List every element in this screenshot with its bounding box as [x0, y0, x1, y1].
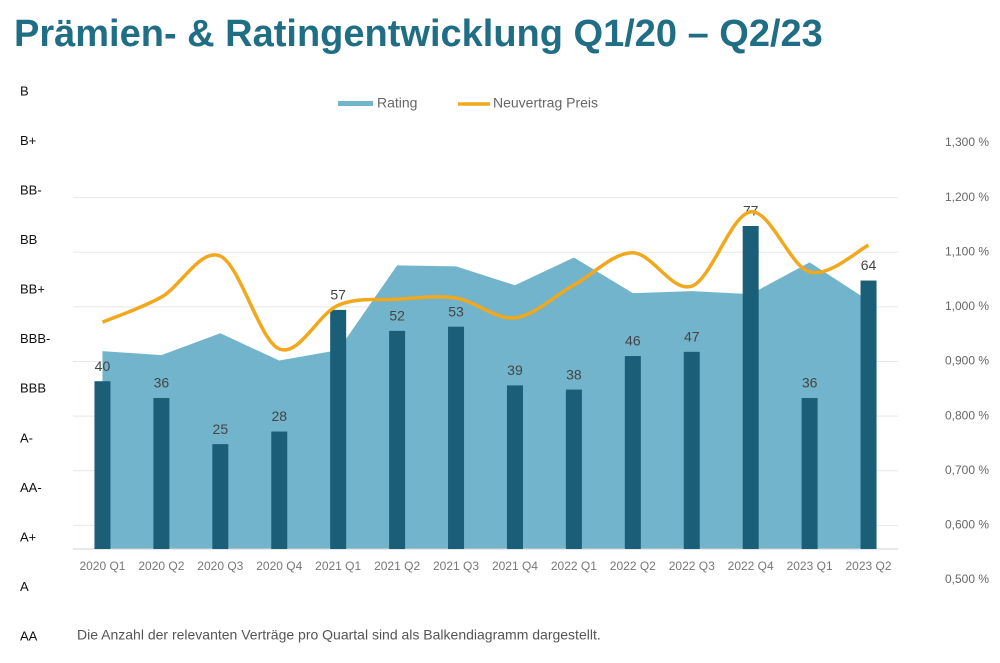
legend-label: Neuvertrag Preis [493, 95, 598, 111]
y-tick-label: AA- [20, 480, 42, 495]
x-tick-label: 2022 Q4 [728, 559, 774, 573]
y2-tick-label: 0,500 % [945, 572, 989, 586]
y2-tick-label: 0,800 % [945, 408, 989, 422]
y-tick-label: BB+ [20, 282, 45, 297]
data-label: 36 [154, 375, 170, 391]
x-tick-label: 2021 Q4 [492, 559, 538, 573]
data-label: 57 [330, 287, 346, 303]
x-tick-label: 2021 Q1 [315, 559, 361, 573]
bar [506, 385, 523, 549]
legend-label: Rating [377, 95, 417, 111]
bar [565, 389, 582, 549]
data-label: 40 [95, 358, 111, 374]
y2-tick-label: 1,100 % [945, 244, 989, 258]
y-tick-label: BBB- [20, 331, 50, 346]
x-tick-label: 2022 Q1 [551, 559, 597, 573]
y2-tick-label: 1,200 % [945, 190, 989, 204]
y2-tick-label: 0,900 % [945, 354, 989, 368]
bar [801, 397, 818, 549]
x-tick-label: 2020 Q2 [138, 559, 184, 573]
y2-tick-label: 0,700 % [945, 463, 989, 477]
bar [94, 381, 111, 549]
data-label: 28 [271, 408, 287, 424]
bar [330, 309, 347, 549]
x-tick-label: 2022 Q2 [610, 559, 656, 573]
bar [624, 356, 641, 549]
data-label: 53 [448, 303, 464, 319]
rating-area [102, 257, 869, 549]
y-tick-label: B [20, 83, 29, 98]
x-tick-label: 2022 Q3 [669, 559, 715, 573]
data-label: 52 [389, 308, 405, 324]
data-label: 47 [684, 329, 700, 345]
y-tick-label: BB [20, 232, 37, 247]
bar [742, 226, 759, 549]
y2-tick-label: 1,300 % [945, 135, 989, 149]
data-label: 64 [861, 257, 877, 273]
x-tick-label: 2023 Q1 [787, 559, 833, 573]
bar [860, 280, 877, 549]
bar [683, 351, 700, 549]
y-tick-label: BB- [20, 183, 42, 198]
chart-title: Prämien- & Ratingentwicklung Q1/20 – Q2/… [14, 13, 823, 55]
x-tick-label: 2021 Q2 [374, 559, 420, 573]
y-tick-label: B+ [20, 133, 36, 148]
y2-tick-label: 1,000 % [945, 299, 989, 313]
y-tick-label: AA [20, 628, 38, 643]
x-tick-label: 2020 Q4 [256, 559, 302, 573]
y-tick-label: A [20, 579, 29, 594]
bar [389, 330, 406, 549]
bar [153, 397, 170, 549]
x-tick-label: 2021 Q3 [433, 559, 479, 573]
data-label: 46 [625, 333, 641, 349]
bar [212, 444, 229, 549]
x-tick-label: 2020 Q1 [79, 559, 125, 573]
bar [271, 431, 288, 549]
x-tick-label: 2020 Q3 [197, 559, 243, 573]
data-label: 25 [213, 421, 229, 437]
x-tick-label: 2023 Q2 [846, 559, 892, 573]
y-tick-label: BBB [20, 381, 46, 396]
bar [448, 326, 465, 549]
data-label: 38 [566, 366, 582, 382]
data-label: 39 [507, 362, 523, 378]
footnote: Die Anzahl der relevanten Verträge pro Q… [77, 627, 601, 643]
price-line [101, 210, 870, 352]
y-tick-label: A- [20, 430, 33, 445]
y-tick-label: A+ [20, 529, 36, 544]
y2-tick-label: 0,600 % [945, 518, 989, 532]
data-label: 36 [802, 375, 818, 391]
legend-swatch [338, 101, 373, 106]
